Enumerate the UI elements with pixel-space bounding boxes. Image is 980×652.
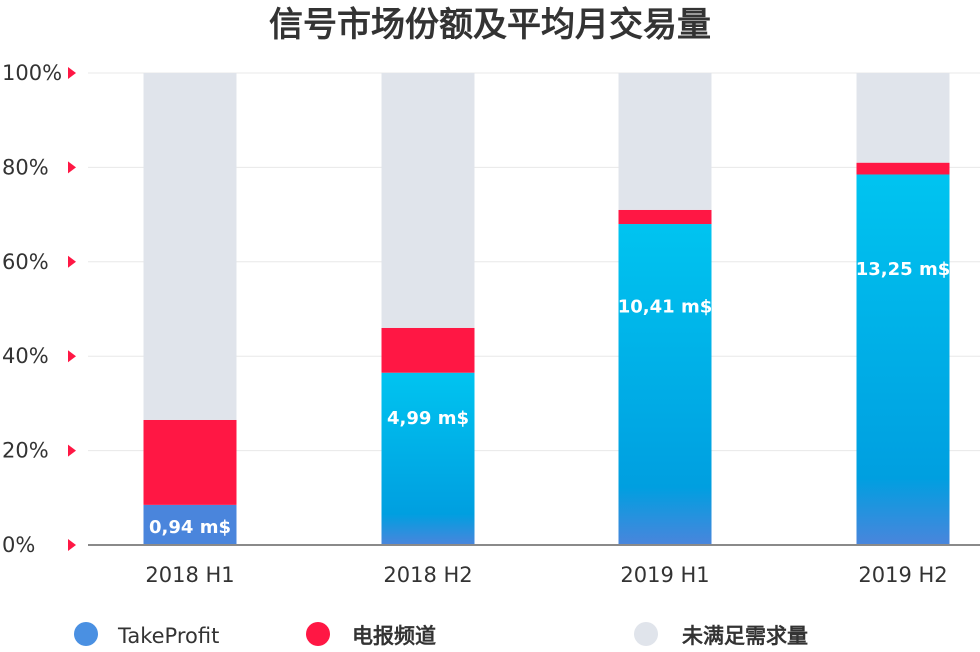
bar-group: 10,41 m$ <box>618 73 712 546</box>
bar-takeprofit <box>143 504 237 545</box>
bar-value-label: 4,99 m$ <box>387 408 469 429</box>
bar-value-label: 13,25 m$ <box>856 259 950 280</box>
x-tick-label: 2019 H1 <box>620 563 709 587</box>
y-tick-label: 80% <box>2 155 49 179</box>
legend-item: TakeProfit <box>74 622 219 648</box>
legend-label: 电报频道 <box>352 624 436 648</box>
legend-swatch <box>634 622 658 646</box>
bar-telegram <box>143 419 237 505</box>
bar-takeprofit <box>618 224 712 546</box>
legend-label: TakeProfit <box>117 624 219 648</box>
y-tick-label: 0% <box>2 533 35 557</box>
bar-telegram <box>381 327 475 373</box>
bar-unmet <box>856 73 950 163</box>
bar-group: 13,25 m$ <box>856 73 950 546</box>
y-tick-marker <box>68 67 76 79</box>
grid-layer <box>88 72 980 452</box>
y-axis: 0% 20% 40% 60% 80% 100% <box>2 61 76 557</box>
bar-takeprofit <box>856 174 950 546</box>
y-tick-label: 60% <box>2 250 49 274</box>
y-tick-label: 40% <box>2 344 49 368</box>
bar-group: 0,94 m$ <box>143 73 237 545</box>
legend-item: 电报频道 <box>306 622 436 648</box>
legend-item: 未满足需求量 <box>634 622 808 648</box>
x-tick-label: 2019 H2 <box>858 563 947 587</box>
bar-value-label: 10,41 m$ <box>618 296 712 317</box>
y-tick-marker <box>68 161 76 174</box>
legend-swatch <box>74 622 98 646</box>
bar-unmet <box>618 73 712 210</box>
bar-telegram <box>618 209 712 225</box>
bar-value-label: 0,94 m$ <box>149 517 231 538</box>
y-tick-marker <box>68 350 76 363</box>
chart-title: 信号市场份额及平均月交易量 <box>269 5 711 45</box>
legend-label: 未满足需求量 <box>682 624 808 648</box>
legend: TakeProfit 电报频道 未满足需求量 <box>74 622 808 648</box>
bar-takeprofit <box>381 372 475 545</box>
x-tick-label: 2018 H2 <box>383 563 472 587</box>
y-tick-label: 20% <box>2 439 49 463</box>
legend-swatch <box>306 622 330 646</box>
bar-group: 4,99 m$ <box>381 73 475 545</box>
bar-unmet <box>381 73 475 328</box>
y-tick-marker <box>68 255 76 268</box>
bars: 0,94 m$ 4,99 m$ 10,41 m$ 13,25 m$ <box>143 73 950 546</box>
y-tick-marker <box>68 444 76 457</box>
x-axis: 2018 H1 2018 H2 2019 H1 2019 H2 <box>88 544 980 587</box>
bar-telegram <box>856 162 950 175</box>
bar-unmet <box>143 73 237 420</box>
y-tick-marker <box>68 539 76 551</box>
x-tick-label: 2018 H1 <box>145 563 234 587</box>
y-tick-label: 100% <box>2 61 62 85</box>
